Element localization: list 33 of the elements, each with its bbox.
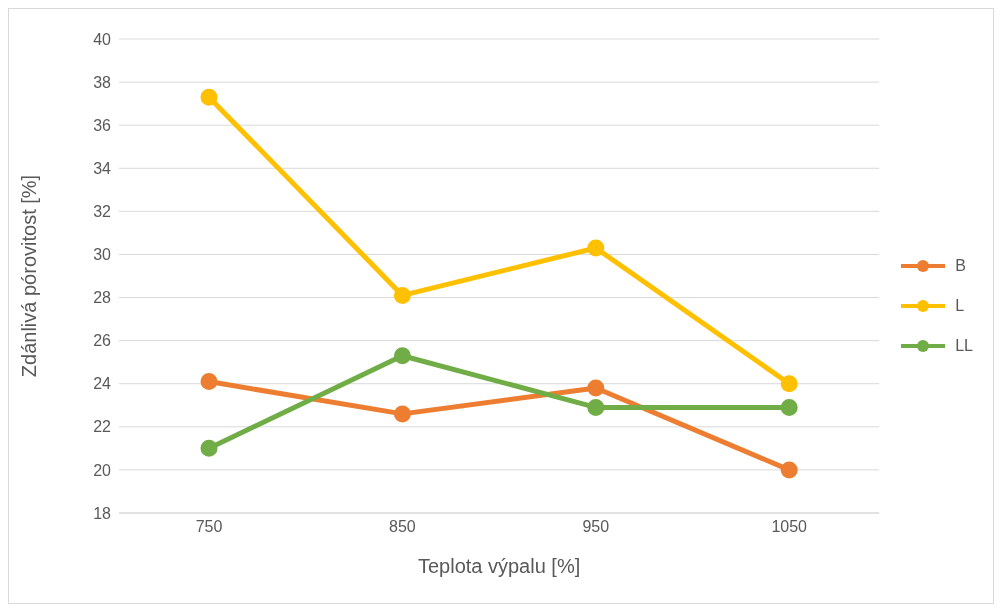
y-tick-label: 20 [93,461,112,479]
y-tick-label: 28 [93,289,112,307]
y-tick-label: 24 [93,375,112,393]
y-tick-label: 26 [93,332,112,350]
x-tick-label: 850 [389,518,416,536]
y-tick-label: 36 [93,116,112,134]
y-axis-title: Zdánlivá pórovitost [%] [18,174,41,378]
y-tick-label: 30 [93,246,112,264]
x-tick-label: 1050 [771,518,808,536]
y-tick-label: 38 [93,73,112,91]
x-tick-label: 950 [582,518,610,536]
legend-label: LL [955,337,973,355]
point [587,398,605,416]
y-tick-label: 18 [93,504,112,522]
legend-label: B [955,257,966,275]
point [780,375,798,393]
point [200,88,218,106]
point [393,286,411,304]
point [393,347,411,365]
point [587,239,605,257]
point [200,373,218,391]
point [200,439,218,457]
x-tick-label: 750 [195,518,223,536]
point [780,461,798,479]
point [780,398,798,416]
y-tick-label: 22 [93,418,112,436]
point [393,405,411,423]
y-tick-label: 32 [93,203,112,221]
x-axis-title: Teplota výpalu [%] [417,555,581,577]
y-tick-label: 34 [93,159,112,177]
point [587,379,605,397]
y-tick-label: 40 [93,30,112,48]
legend-label: L [955,297,965,315]
